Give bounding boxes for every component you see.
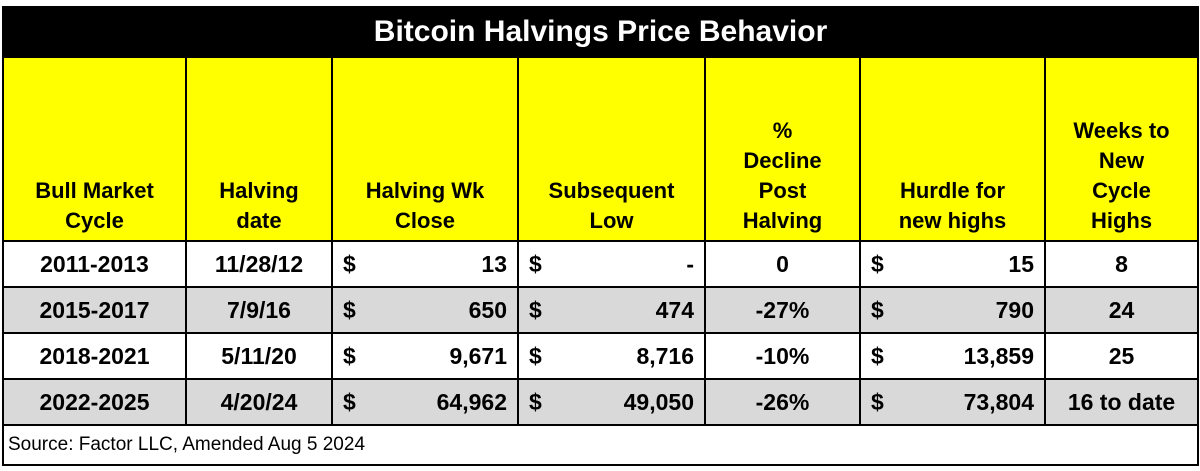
header-decline: % Decline Post Halving (704, 56, 861, 242)
header-hurdle: Hurdle for new highs (859, 56, 1046, 242)
cell-subsequent-low: $474 (517, 286, 706, 334)
header-halving-close: Halving Wk Close (331, 56, 519, 242)
table-title: Bitcoin Halvings Price Behavior (1, 6, 1200, 58)
cell-cycle: 2018-2021 (2, 332, 187, 380)
cell-cycle: 2011-2013 (2, 240, 187, 288)
currency-symbol: $ (871, 388, 884, 415)
cell-cycle: 2015-2017 (2, 286, 187, 334)
amount: 650 (468, 296, 507, 323)
cell-subsequent-low: $49,050 (517, 378, 706, 426)
cell-weeks: 16 to date (1043, 378, 1200, 426)
cell-halving-close: $9,671 (331, 332, 519, 380)
cell-halving-date: 11/28/12 (185, 240, 333, 288)
currency-symbol: $ (343, 342, 356, 369)
title-row: Bitcoin Halvings Price Behavior (1, 6, 1200, 58)
currency-symbol: $ (343, 296, 356, 323)
cell-weeks: 24 (1043, 286, 1200, 334)
cell-weeks: 25 (1043, 332, 1200, 380)
cell-halving-close: $13 (331, 240, 519, 288)
currency-symbol: $ (343, 388, 356, 415)
source-row: Source: Factor LLC, Amended Aug 5 2024 (1, 424, 1200, 466)
amount: 9,671 (449, 342, 507, 369)
header-weeks: Weeks to New Cycle Highs (1043, 56, 1200, 242)
table-row: 2011-2013 11/28/12 $13 $ -0 $15 8 (2, 240, 1200, 288)
cell-hurdle: $15 (859, 240, 1046, 288)
cell-halving-date: 7/9/16 (185, 286, 333, 334)
header-cycle: Bull Market Cycle (2, 56, 187, 242)
cell-decline: 0 (704, 240, 861, 288)
cell-decline: -27% (704, 286, 861, 334)
cell-hurdle: $73,804 (859, 378, 1046, 426)
currency-symbol: $ (871, 342, 884, 369)
currency-symbol: $ (871, 250, 884, 277)
source-note: Source: Factor LLC, Amended Aug 5 2024 (1, 424, 1200, 466)
header-row: Bull Market Cycle Halving date Halving Wk C… (2, 56, 1200, 242)
table-row: 2018-2021 5/11/20 $9,671 $8,716 -10% $13,859 2… (2, 332, 1200, 380)
amount: 73,804 (963, 388, 1034, 415)
cell-cycle: 2022-2025 (2, 378, 187, 426)
amount: 13 (481, 250, 507, 277)
amount: 790 (995, 296, 1034, 323)
cell-weeks: 8 (1043, 240, 1200, 288)
header-subsequent-low: Subsequent Low (517, 56, 706, 242)
header-halving-date: Halving date (185, 56, 333, 242)
amount: 8,716 (636, 342, 694, 369)
table-row: 2022-2025 4/20/24 $64,962 $49,050 -26% $73,80… (2, 378, 1200, 426)
cell-halving-date: 5/11/20 (185, 332, 333, 380)
currency-symbol: $ (343, 250, 356, 277)
amount: - (686, 250, 694, 277)
amount: 15 (1008, 250, 1034, 277)
currency-symbol: $ (529, 342, 542, 369)
currency-symbol: $ (529, 250, 542, 277)
amount: 474 (655, 296, 694, 323)
cell-halving-close: $650 (331, 286, 519, 334)
currency-symbol: $ (871, 296, 884, 323)
currency-symbol: $ (529, 296, 542, 323)
amount: 49,050 (623, 388, 694, 415)
amount: 64,962 (436, 388, 507, 415)
currency-symbol: $ (529, 388, 542, 415)
cell-subsequent-low: $8,716 (517, 332, 706, 380)
amount: 13,859 (963, 342, 1034, 369)
halvings-table: Bitcoin Halvings Price Behavior Bull Mar… (1, 6, 1200, 466)
cell-subsequent-low: $ - (517, 240, 706, 288)
cell-halving-date: 4/20/24 (185, 378, 333, 426)
cell-halving-close: $64,962 (331, 378, 519, 426)
cell-decline: -10% (704, 332, 861, 380)
table-row: 2015-2017 7/9/16 $650 $474 -27% $790 24 (2, 286, 1200, 334)
cell-hurdle: $13,859 (859, 332, 1046, 380)
cell-decline: -26% (704, 378, 861, 426)
cell-hurdle: $790 (859, 286, 1046, 334)
